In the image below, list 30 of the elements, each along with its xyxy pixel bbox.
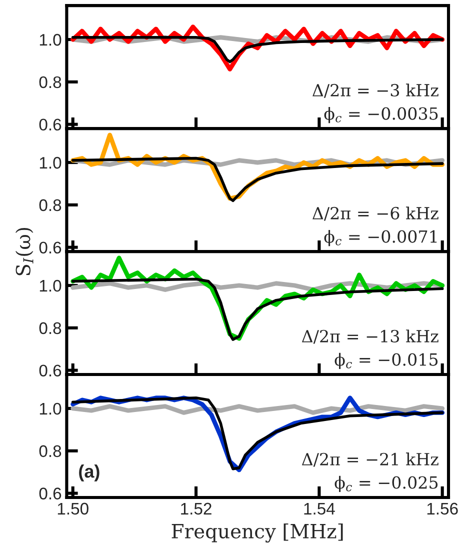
line-series bbox=[70, 404, 445, 415]
line-series bbox=[71, 156, 444, 202]
y-tick-label: 1.0 bbox=[40, 280, 62, 292]
y-tick-label: 1.0 bbox=[40, 156, 62, 169]
y-tick-label: 0.8 bbox=[39, 322, 62, 334]
y-axis-title: S$_{I}$(ω) bbox=[15, 228, 34, 276]
line-series bbox=[71, 36, 444, 64]
annotation: Δ/2π = −21 kHz bbox=[302, 452, 438, 467]
x-axis-title: Frequency [MHz] bbox=[172, 523, 343, 543]
annotation: ϕ$_{c}$ = −0.0071 bbox=[324, 230, 437, 246]
y-tick-label: 0.6 bbox=[39, 364, 62, 376]
y-tick-label: 1.0 bbox=[40, 34, 62, 46]
annotation: ϕ$_{c}$ = −0.025 bbox=[334, 476, 438, 492]
x-tick-label: 1.54 bbox=[304, 502, 335, 515]
annotation: Δ/2π = −3 kHz bbox=[312, 84, 438, 98]
x-tick-label: 1.50 bbox=[58, 502, 88, 515]
annotation: Δ/2π = −6 kHz bbox=[312, 206, 438, 221]
y-tick-label: 0.6 bbox=[39, 242, 62, 254]
annotation: Δ/2π = −13 kHz bbox=[302, 330, 438, 344]
y-tick-label: 1.0 bbox=[40, 402, 62, 415]
annotation: ϕ$_{c}$ = −0.015 bbox=[334, 352, 438, 370]
y-tick-label: 0.8 bbox=[39, 76, 62, 88]
annotation: (a) bbox=[79, 464, 100, 482]
annotation: ϕ$_{c}$ = −0.0035 bbox=[324, 106, 438, 124]
y-tick-label: 0.6 bbox=[39, 118, 62, 131]
y-tick-label: 0.6 bbox=[39, 488, 62, 500]
y-tick-label: 0.8 bbox=[39, 445, 62, 458]
x-tick-label: 1.52 bbox=[181, 502, 212, 515]
x-tick-label: 1.56 bbox=[427, 502, 458, 515]
y-tick-label: 0.8 bbox=[39, 199, 62, 212]
